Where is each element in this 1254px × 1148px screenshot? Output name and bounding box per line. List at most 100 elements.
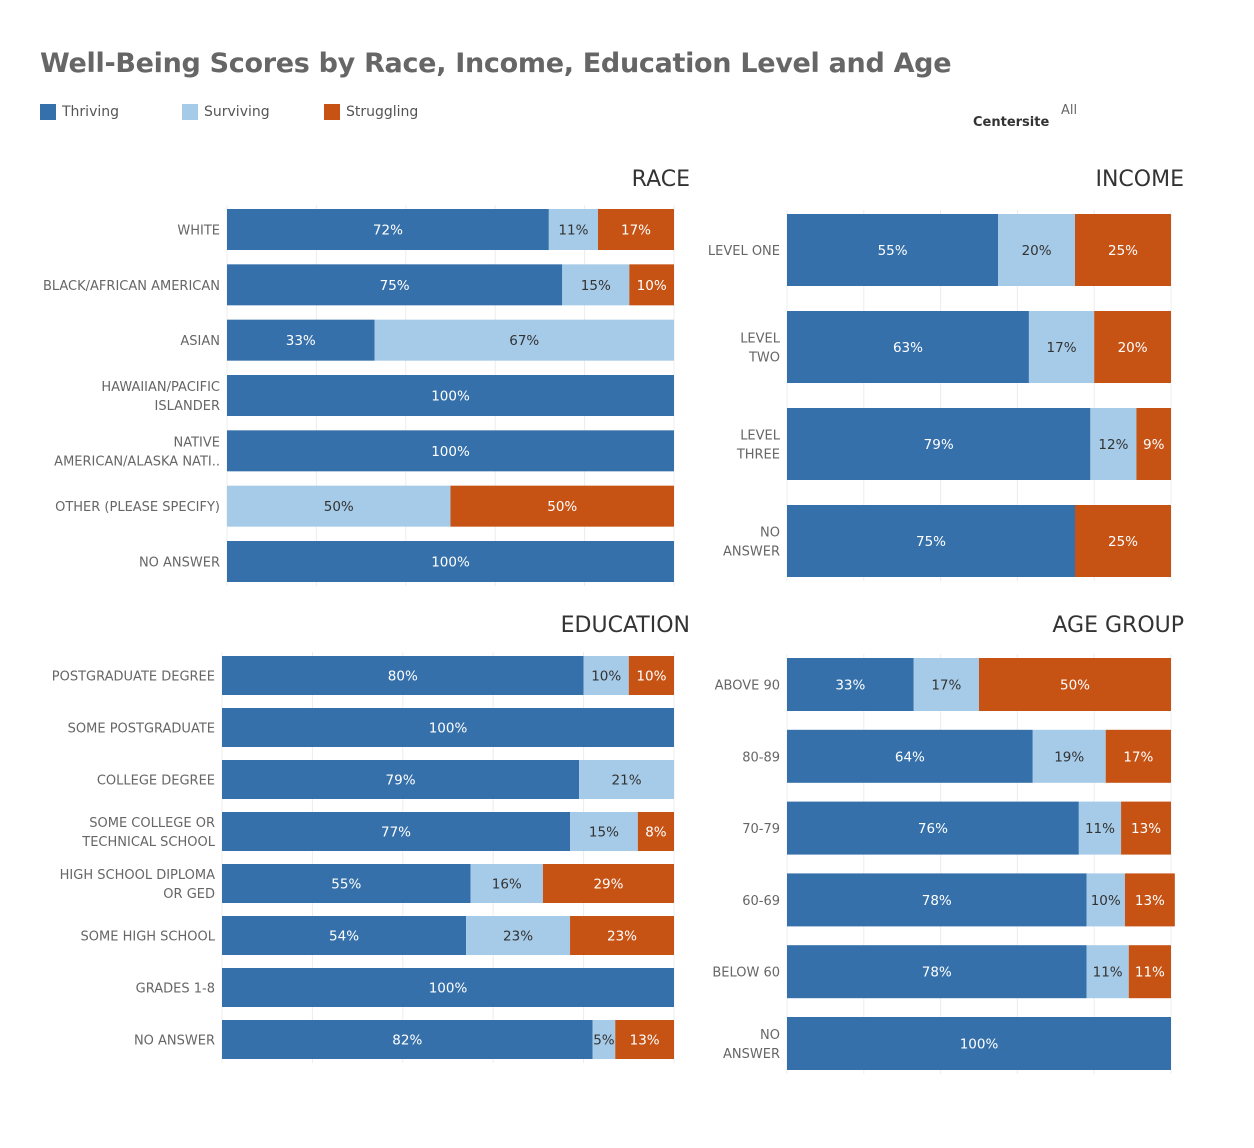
bar-row[interactable]: SOME POSTGRADUATE 100% bbox=[68, 708, 674, 747]
bar-segment-thriving[interactable] bbox=[227, 209, 549, 250]
bar-row[interactable]: WHITE 72% 11% 17% bbox=[177, 209, 674, 250]
bar-segment-struggling[interactable] bbox=[615, 1020, 674, 1059]
bar-row[interactable]: BLACK/AFRICAN AMERICAN 75% 15% 10% bbox=[43, 264, 674, 306]
bar-segment-struggling[interactable] bbox=[1075, 505, 1171, 577]
bar-segment-surviving[interactable] bbox=[1090, 408, 1137, 480]
bar-segment-thriving[interactable] bbox=[227, 319, 375, 361]
panel-title-income: INCOME bbox=[1095, 167, 1184, 192]
bar-segment-struggling[interactable] bbox=[1075, 214, 1171, 286]
bar-segment-struggling[interactable] bbox=[628, 656, 674, 695]
bar-row[interactable]: LEVEL THREE 79% 12% 9% bbox=[736, 408, 1171, 480]
bar-segment-thriving[interactable] bbox=[787, 801, 1079, 855]
bar-segment-struggling[interactable] bbox=[598, 209, 674, 250]
category-label: 80-89 bbox=[742, 750, 780, 765]
bar-row[interactable]: GRADES 1-8 100% bbox=[136, 968, 674, 1007]
category-label: GRADES 1-8 bbox=[136, 982, 215, 997]
bar-segment-surviving[interactable] bbox=[1032, 729, 1106, 783]
bar-segment-struggling[interactable] bbox=[1128, 945, 1171, 999]
bar-row[interactable]: POSTGRADUATE DEGREE 80% 10% 10% bbox=[52, 656, 674, 695]
data-label: 19% bbox=[1054, 749, 1084, 765]
bar-row[interactable]: COLLEGE DEGREE 79% 21% bbox=[97, 760, 674, 799]
bar-segment-thriving[interactable] bbox=[227, 375, 674, 416]
bar-segment-struggling[interactable] bbox=[1094, 311, 1171, 383]
bar-segment-thriving[interactable] bbox=[227, 430, 674, 472]
category-label: OTHER (PLEASE SPECIFY) bbox=[55, 500, 220, 515]
bar-segment-surviving[interactable] bbox=[548, 209, 599, 250]
legend-item-thriving[interactable]: Thriving bbox=[40, 104, 119, 120]
bar-segment-struggling[interactable] bbox=[979, 658, 1171, 711]
bar-row[interactable]: NO ANSWER 75% 25% bbox=[723, 505, 1171, 577]
bar-segment-surviving[interactable] bbox=[570, 812, 638, 851]
bar-segment-surviving[interactable] bbox=[998, 214, 1075, 286]
bar-segment-thriving[interactable] bbox=[227, 541, 674, 582]
bar-segment-surviving[interactable] bbox=[913, 658, 979, 711]
bar-segment-thriving[interactable] bbox=[787, 729, 1033, 783]
bar-segment-thriving[interactable] bbox=[222, 1020, 593, 1059]
legend-item-struggling[interactable]: Struggling bbox=[324, 104, 418, 120]
bar-segment-thriving[interactable] bbox=[787, 214, 999, 286]
bar-segment-surviving[interactable] bbox=[562, 264, 630, 306]
data-label: 67% bbox=[509, 333, 539, 349]
bar-segment-struggling[interactable] bbox=[1105, 729, 1171, 783]
bar-row[interactable]: ASIAN 33% 67% bbox=[180, 319, 674, 361]
bar-segment-surviving[interactable] bbox=[1028, 311, 1095, 383]
bar-row[interactable]: HAWAIIAN/PACIFIC ISLANDER 100% bbox=[101, 375, 674, 416]
bar-segment-struggling[interactable] bbox=[570, 916, 674, 955]
bar-row[interactable]: SOME HIGH SCHOOL 54% 23% 23% bbox=[81, 916, 674, 955]
bar-segment-struggling[interactable] bbox=[1121, 801, 1171, 855]
bar-segment-thriving[interactable] bbox=[787, 945, 1087, 999]
bar-segment-surviving[interactable] bbox=[374, 319, 674, 361]
bar-row[interactable]: BELOW 60 78% 11% 11% bbox=[712, 945, 1171, 999]
bar-segment-surviving[interactable] bbox=[466, 916, 571, 955]
data-label: 11% bbox=[1085, 821, 1115, 837]
bar-segment-thriving[interactable] bbox=[787, 505, 1075, 577]
bar-row[interactable]: NO ANSWER 100% bbox=[723, 1017, 1171, 1070]
bar-segment-thriving[interactable] bbox=[787, 311, 1029, 383]
bar-row[interactable]: LEVEL TWO 63% 17% 20% bbox=[740, 311, 1171, 383]
bar-segment-thriving[interactable] bbox=[222, 916, 467, 955]
bar-segment-struggling[interactable] bbox=[1136, 408, 1171, 480]
bar-segment-surviving[interactable] bbox=[227, 485, 451, 527]
bar-segment-thriving[interactable] bbox=[787, 1017, 1171, 1070]
bar-segment-surviving[interactable] bbox=[583, 656, 629, 695]
panel-age-group: AGE GROUP ABOVE 90 33% 17% 50% 80-89 64% 19% 17%… bbox=[712, 613, 1184, 1074]
bar-row[interactable]: NO ANSWER 82% 5% 13% bbox=[134, 1020, 674, 1059]
bar-segment-thriving[interactable] bbox=[222, 968, 674, 1007]
bar-segment-struggling[interactable] bbox=[637, 812, 674, 851]
bar-segment-thriving[interactable] bbox=[222, 864, 471, 903]
bar-row[interactable]: NO ANSWER 100% bbox=[139, 541, 674, 582]
bar-row[interactable]: ABOVE 90 33% 17% 50% bbox=[715, 658, 1171, 711]
legend-item-surviving[interactable]: Surviving bbox=[182, 104, 270, 120]
bar-row[interactable]: HIGH SCHOOL DIPLOMA OR GED 55% 16% 29% bbox=[60, 864, 674, 903]
bar-segment-surviving[interactable] bbox=[579, 760, 674, 799]
bar-row[interactable]: 60-69 78% 10% 13% bbox=[742, 873, 1175, 927]
bar-segment-thriving[interactable] bbox=[222, 812, 571, 851]
bar-segment-surviving[interactable] bbox=[1078, 801, 1122, 855]
bar-segment-thriving[interactable] bbox=[787, 408, 1091, 480]
bar-segment-thriving[interactable] bbox=[222, 708, 674, 747]
bar-segment-thriving[interactable] bbox=[787, 658, 914, 711]
bar-segment-thriving[interactable] bbox=[222, 656, 584, 695]
bar-row[interactable]: 80-89 64% 19% 17% bbox=[742, 729, 1171, 783]
bar-segment-thriving[interactable] bbox=[222, 760, 580, 799]
bar-row[interactable]: 70-79 76% 11% 13% bbox=[742, 801, 1171, 855]
bar-segment-struggling[interactable] bbox=[629, 264, 674, 306]
data-label: 9% bbox=[1143, 437, 1165, 453]
bar-segment-surviving[interactable] bbox=[470, 864, 543, 903]
bar-row[interactable]: SOME COLLEGE OR TECHNICAL SCHOOL 77% 15% 8% bbox=[81, 812, 674, 851]
category-label: NO ANSWER bbox=[139, 556, 220, 571]
bar-segment-struggling[interactable] bbox=[450, 485, 675, 527]
bar-segment-struggling[interactable] bbox=[542, 864, 674, 903]
bar-segment-surviving[interactable] bbox=[1086, 945, 1129, 999]
bar-row[interactable]: OTHER (PLEASE SPECIFY) 50% 50% bbox=[55, 485, 675, 527]
bar-segment-struggling[interactable] bbox=[1124, 873, 1175, 927]
bar-row[interactable]: LEVEL ONE 55% 20% 25% bbox=[708, 214, 1171, 286]
data-label: 16% bbox=[492, 877, 522, 893]
bar-segment-surviving[interactable] bbox=[1086, 873, 1125, 927]
bar-row[interactable]: NATIVE AMERICAN/ALASKA NATI.. 100% bbox=[54, 430, 674, 472]
filter-value[interactable]: All bbox=[1061, 103, 1078, 118]
legend-swatch-thriving bbox=[40, 104, 56, 120]
bar-segment-thriving[interactable] bbox=[227, 264, 563, 306]
bar-segment-surviving[interactable] bbox=[592, 1020, 616, 1059]
bar-segment-thriving[interactable] bbox=[787, 873, 1087, 927]
